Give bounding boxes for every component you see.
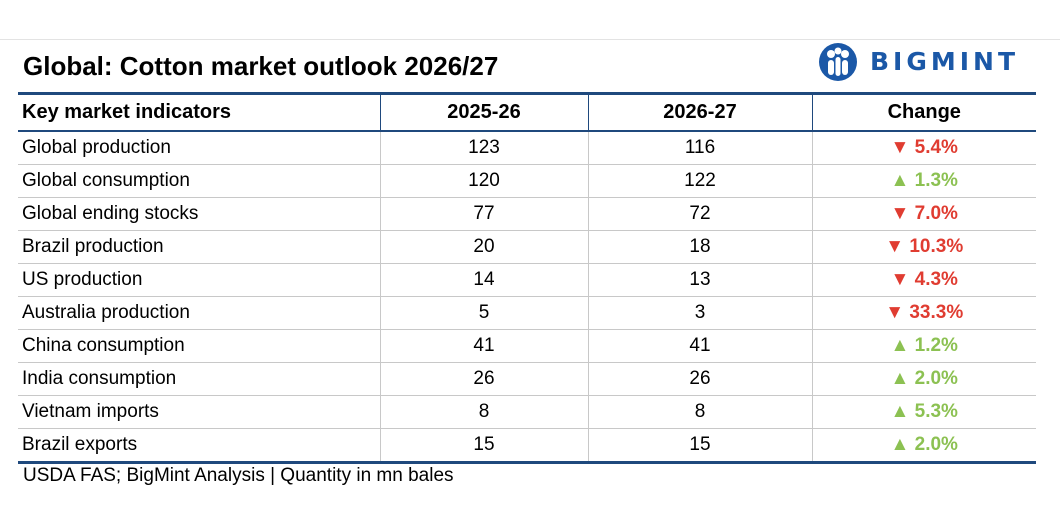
change-value: ▲ 1.3% <box>890 170 958 191</box>
value-2025-26-cell: 15 <box>379 428 589 464</box>
indicator-cell: Global ending stocks <box>18 197 381 231</box>
indicator-cell: Australia production <box>18 296 381 330</box>
change-value: ▲ 2.0% <box>890 434 958 455</box>
table-row: Global production 123 116 ▼ 5.4% <box>18 131 1036 165</box>
table-row: Global ending stocks 77 72 ▼ 7.0% <box>18 197 1036 231</box>
value-2026-27-cell: 3 <box>587 296 813 330</box>
value-2025-26-cell: 5 <box>379 296 589 330</box>
header-key-market-indicators: Key market indicators <box>18 92 381 132</box>
table-row: Vietnam imports 8 8 ▲ 5.3% <box>18 395 1036 429</box>
bigmint-logo: BIGMINT <box>818 42 1019 82</box>
table-row: China consumption 41 41 ▲ 1.2% <box>18 329 1036 363</box>
indicator-cell: Vietnam imports <box>18 395 381 429</box>
outlook-table: Key market indicators 2025-26 2026-27 Ch… <box>18 92 1036 464</box>
value-2026-27-cell: 26 <box>587 362 813 396</box>
indicator-cell: US production <box>18 263 381 297</box>
indicator-cell: Global production <box>18 131 381 165</box>
change-value: ▼ 10.3% <box>885 236 964 257</box>
change-cell: ▲ 1.3% <box>811 164 1036 198</box>
value-2026-27-cell: 8 <box>587 395 813 429</box>
table-row: US production 14 13 ▼ 4.3% <box>18 263 1036 297</box>
change-cell: ▲ 1.2% <box>811 329 1036 363</box>
value-2025-26-cell: 120 <box>379 164 589 198</box>
value-2025-26-cell: 123 <box>379 131 589 165</box>
change-cell: ▼ 5.4% <box>811 131 1036 165</box>
value-2026-27-cell: 15 <box>587 428 813 464</box>
table-row: Brazil exports 15 15 ▲ 2.0% <box>18 428 1036 464</box>
change-cell: ▲ 5.3% <box>811 395 1036 429</box>
change-cell: ▲ 2.0% <box>811 428 1036 464</box>
table-row: Australia production 5 3 ▼ 33.3% <box>18 296 1036 330</box>
change-value: ▲ 5.3% <box>890 401 958 422</box>
header-change: Change <box>811 92 1036 132</box>
table-row: India consumption 26 26 ▲ 2.0% <box>18 362 1036 396</box>
value-2025-26-cell: 20 <box>379 230 589 264</box>
change-value: ▲ 1.2% <box>890 335 958 356</box>
table-header-row: Key market indicators 2025-26 2026-27 Ch… <box>18 92 1036 132</box>
table-row: Brazil production 20 18 ▼ 10.3% <box>18 230 1036 264</box>
change-value: ▼ 4.3% <box>890 269 958 290</box>
value-2025-26-cell: 77 <box>379 197 589 231</box>
change-value: ▼ 33.3% <box>885 302 964 323</box>
change-cell: ▼ 10.3% <box>811 230 1036 264</box>
source-note: USDA FAS; BigMint Analysis | Quantity in… <box>23 465 454 486</box>
indicator-cell: Brazil exports <box>18 428 381 464</box>
table-row: Global consumption 120 122 ▲ 1.3% <box>18 164 1036 198</box>
page-title: Global: Cotton market outlook 2026/27 <box>23 51 499 81</box>
value-2026-27-cell: 18 <box>587 230 813 264</box>
value-2025-26-cell: 26 <box>379 362 589 396</box>
top-divider <box>0 39 1060 40</box>
value-2025-26-cell: 8 <box>379 395 589 429</box>
bigmint-people-logo-icon <box>819 43 857 81</box>
indicator-cell: China consumption <box>18 329 381 363</box>
header-2025-26: 2025-26 <box>379 92 589 132</box>
change-cell: ▼ 33.3% <box>811 296 1036 330</box>
value-2026-27-cell: 72 <box>587 197 813 231</box>
value-2026-27-cell: 41 <box>587 329 813 363</box>
logo-wordmark: BIGMINT <box>870 47 1020 76</box>
value-2026-27-cell: 13 <box>587 263 813 297</box>
indicator-cell: India consumption <box>18 362 381 396</box>
change-cell: ▼ 7.0% <box>811 197 1036 231</box>
value-2026-27-cell: 122 <box>587 164 813 198</box>
header-2026-27: 2026-27 <box>587 92 813 132</box>
value-2025-26-cell: 41 <box>379 329 589 363</box>
change-cell: ▼ 4.3% <box>811 263 1036 297</box>
change-cell: ▲ 2.0% <box>811 362 1036 396</box>
change-value: ▼ 7.0% <box>890 203 958 224</box>
value-2025-26-cell: 14 <box>379 263 589 297</box>
indicator-cell: Global consumption <box>18 164 381 198</box>
value-2026-27-cell: 116 <box>587 131 813 165</box>
indicator-cell: Brazil production <box>18 230 381 264</box>
change-value: ▲ 2.0% <box>890 368 958 389</box>
change-value: ▼ 5.4% <box>890 137 958 158</box>
